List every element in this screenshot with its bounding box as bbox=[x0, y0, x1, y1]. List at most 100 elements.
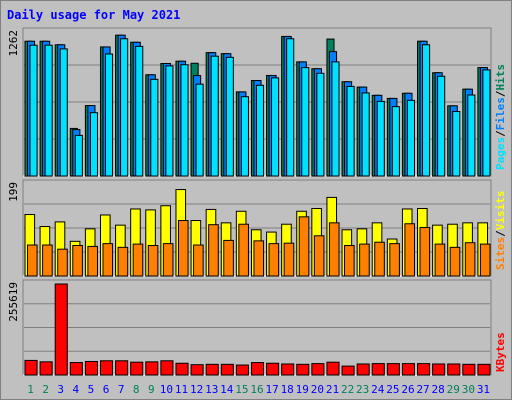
y-max-label-visits-sites: 199 bbox=[7, 182, 20, 202]
bar-kbytes-day-8 bbox=[130, 361, 144, 376]
bar-pages-day-31 bbox=[482, 69, 491, 177]
legend-sites-visits: Sites/Visits bbox=[494, 191, 507, 271]
day-label-10: 10 bbox=[160, 383, 173, 396]
legend-item-pages: Pages bbox=[494, 137, 507, 170]
bar-kbytes-day-16 bbox=[250, 362, 265, 376]
bar-sites-day-11 bbox=[177, 220, 189, 277]
bar-pages-day-29 bbox=[452, 111, 461, 177]
bar-kbytes-day-10 bbox=[160, 360, 174, 376]
bar-sites-day-3 bbox=[57, 248, 68, 277]
day-label-2: 2 bbox=[42, 383, 49, 396]
bar-pages-day-14 bbox=[225, 56, 234, 177]
bar-sites-day-9 bbox=[147, 244, 159, 277]
legend-item-: / bbox=[494, 90, 507, 97]
bar-sites-day-25 bbox=[389, 243, 400, 277]
bar-kbytes-day-21 bbox=[326, 361, 340, 376]
bar-sites-day-2 bbox=[42, 244, 53, 277]
bar-kbytes-day-3 bbox=[54, 283, 68, 376]
bar-sites-day-14 bbox=[223, 239, 234, 277]
bar-pages-day-28 bbox=[437, 75, 446, 177]
bar-pages-day-26 bbox=[406, 99, 416, 177]
bar-pages-day-9 bbox=[150, 78, 159, 177]
bar-kbytes-day-24 bbox=[371, 363, 385, 376]
legend-item-sites: Sites bbox=[494, 237, 507, 270]
bar-kbytes-day-17 bbox=[266, 362, 280, 376]
bar-pages-day-20 bbox=[316, 72, 325, 177]
bar-kbytes-day-27 bbox=[417, 363, 431, 376]
bar-pages-day-27 bbox=[422, 44, 431, 177]
day-label-26: 26 bbox=[401, 383, 414, 396]
bar-sites-day-20 bbox=[313, 235, 325, 277]
bar-pages-day-10 bbox=[165, 65, 174, 177]
bar-kbytes-day-31 bbox=[477, 363, 491, 376]
bar-sites-day-4 bbox=[72, 244, 83, 277]
day-label-4: 4 bbox=[73, 383, 80, 396]
day-label-17: 17 bbox=[265, 383, 278, 396]
bar-pages-day-24 bbox=[376, 100, 385, 177]
bar-sites-day-10 bbox=[162, 243, 174, 277]
legend-item-: / bbox=[494, 130, 507, 137]
bar-sites-day-29 bbox=[449, 246, 461, 277]
y-max-label-kbytes: 255619 bbox=[7, 282, 20, 322]
day-label-21: 21 bbox=[326, 383, 339, 396]
day-label-15: 15 bbox=[235, 383, 248, 396]
bar-sites-day-24 bbox=[374, 241, 385, 277]
bar-pages-day-4 bbox=[74, 134, 83, 177]
bar-kbytes-day-29 bbox=[447, 363, 461, 376]
bar-sites-day-30 bbox=[464, 242, 476, 277]
bar-sites-day-7 bbox=[117, 246, 129, 277]
legend-item-kbytes: KBytes bbox=[494, 332, 507, 372]
bar-sites-day-16 bbox=[253, 240, 265, 277]
day-label-12: 12 bbox=[190, 383, 203, 396]
bar-sites-day-19 bbox=[298, 216, 310, 277]
legend-item-visits: Visits bbox=[494, 191, 507, 231]
day-label-7: 7 bbox=[118, 383, 125, 396]
bar-kbytes-day-1 bbox=[24, 359, 38, 376]
bar-sites-day-6 bbox=[102, 243, 114, 277]
bar-pages-day-2 bbox=[44, 44, 53, 177]
bar-pages-day-25 bbox=[391, 106, 400, 177]
bar-pages-day-23 bbox=[361, 92, 370, 177]
day-label-8: 8 bbox=[133, 383, 140, 396]
bar-kbytes-day-14 bbox=[220, 363, 234, 376]
bar-sites-day-31 bbox=[479, 243, 491, 277]
day-label-1: 1 bbox=[27, 383, 34, 396]
legend-kbytes: KBytes bbox=[494, 332, 507, 372]
bar-sites-day-13 bbox=[208, 224, 219, 277]
chart-title: Daily usage for May 2021 bbox=[7, 8, 181, 22]
day-label-5: 5 bbox=[88, 383, 95, 396]
bar-pages-day-17 bbox=[271, 77, 280, 177]
bar-sites-day-26 bbox=[404, 223, 416, 277]
bar-kbytes-day-30 bbox=[462, 363, 476, 376]
bar-sites-day-5 bbox=[87, 245, 98, 277]
bar-kbytes-day-2 bbox=[39, 361, 53, 376]
bar-kbytes-day-22 bbox=[341, 365, 355, 376]
bar-sites-day-1 bbox=[27, 244, 38, 277]
bar-sites-day-17 bbox=[268, 243, 280, 277]
day-label-24: 24 bbox=[371, 383, 385, 396]
day-label-20: 20 bbox=[311, 383, 324, 396]
bar-pages-day-21 bbox=[331, 61, 340, 177]
day-label-28: 28 bbox=[432, 383, 445, 396]
bar-pages-day-16 bbox=[255, 84, 265, 177]
bar-kbytes-day-11 bbox=[175, 362, 189, 376]
bar-kbytes-day-25 bbox=[386, 363, 400, 376]
bar-pages-day-6 bbox=[104, 53, 114, 177]
y-max-label-pages-files-hits: 1262 bbox=[7, 30, 20, 57]
legend-item-files: Files bbox=[494, 97, 507, 130]
bar-sites-day-28 bbox=[434, 243, 446, 277]
bar-sites-day-23 bbox=[359, 243, 370, 277]
bar-kbytes-day-9 bbox=[145, 361, 159, 376]
bar-pages-day-11 bbox=[180, 64, 189, 177]
bar-kbytes-day-26 bbox=[401, 363, 416, 376]
legend-item-: / bbox=[494, 230, 507, 237]
legend-pages-files-hits: Pages/Files/Hits bbox=[494, 64, 507, 170]
bar-kbytes-day-4 bbox=[69, 362, 83, 376]
day-label-13: 13 bbox=[205, 383, 218, 396]
day-label-18: 18 bbox=[281, 383, 294, 396]
bar-sites-day-18 bbox=[283, 242, 295, 277]
day-label-29: 29 bbox=[447, 383, 460, 396]
bar-pages-day-5 bbox=[89, 112, 98, 177]
day-label-11: 11 bbox=[175, 383, 188, 396]
